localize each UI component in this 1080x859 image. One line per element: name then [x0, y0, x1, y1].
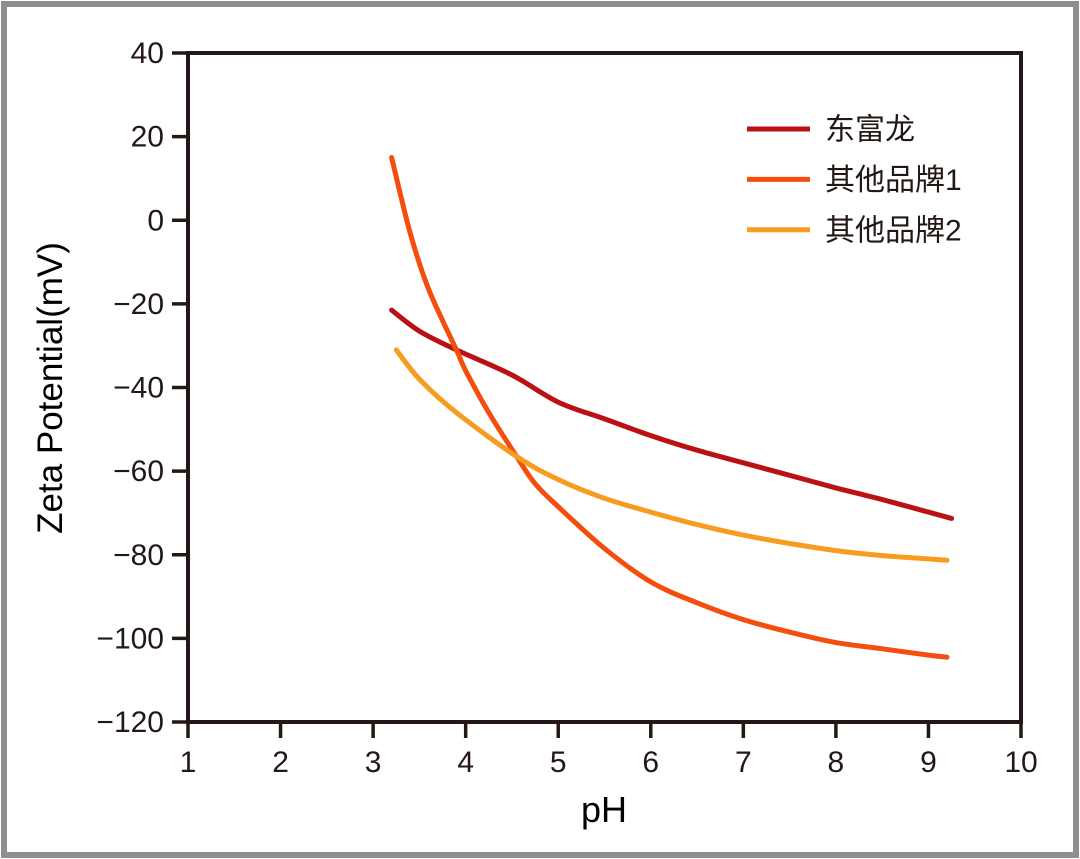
plot-frame	[186, 51, 1023, 724]
y-tick-label: 40	[131, 37, 164, 70]
legend-label-2: 其他品牌2	[825, 214, 962, 247]
x-tick-label: 9	[920, 746, 937, 779]
x-tick-label: 7	[735, 746, 752, 779]
legend-label-0: 东富龙	[825, 114, 915, 147]
x-tick-label: 6	[642, 746, 659, 779]
legend-item-0: 东富龙	[747, 114, 915, 147]
y-tick-label: −100	[96, 622, 164, 655]
x-tick-label: 1	[180, 746, 197, 779]
axis-ticks: 1 2 3 4 5 6 7 8 9 10 40 20 0 −20 −40 −60 −80 −100 −120	[96, 37, 1037, 779]
x-tick-label: 10	[1004, 746, 1037, 779]
x-tick-label: 4	[457, 746, 474, 779]
x-tick-label: 8	[828, 746, 845, 779]
y-tick-label: −80	[113, 539, 164, 572]
y-tick-label: −60	[113, 455, 164, 488]
legend-item-1: 其他品牌1	[747, 164, 962, 197]
x-tick-label: 2	[272, 746, 289, 779]
x-tick-label: 5	[550, 746, 567, 779]
series-line-1	[389, 155, 950, 660]
y-tick-label: −120	[96, 706, 164, 739]
x-axis-label: pH	[581, 789, 627, 830]
x-tick-label: 3	[365, 746, 382, 779]
y-tick-label: 0	[147, 204, 164, 237]
series-line-2	[393, 347, 950, 563]
legend-item-2: 其他品牌2	[747, 214, 962, 247]
series-curves	[389, 155, 955, 660]
series-line-0	[389, 307, 955, 521]
y-tick-label: −20	[113, 288, 164, 321]
legend-label-1: 其他品牌1	[825, 164, 962, 197]
y-tick-label: 20	[131, 121, 164, 154]
y-axis-label: Zeta Potential(mV)	[31, 242, 70, 534]
y-tick-label: −40	[113, 372, 164, 405]
